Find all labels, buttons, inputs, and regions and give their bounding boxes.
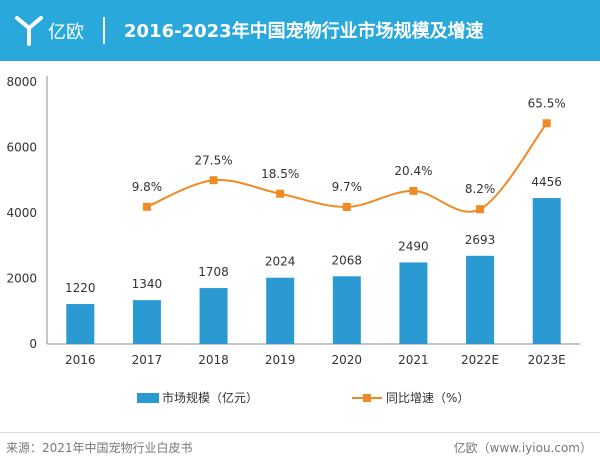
growth-value-label: 65.5%: [528, 96, 566, 110]
credit-note: 亿欧（www.iyiou.com）: [453, 441, 592, 455]
y-tick-label: 4000: [6, 206, 37, 220]
bar: [266, 277, 295, 344]
legend-bar-label: 市场规模（亿元）: [162, 390, 258, 405]
bar: [399, 262, 428, 344]
legend-line-label: 同比增速（%）: [386, 391, 469, 405]
x-tick-label: 2021: [398, 353, 429, 367]
page-title: 2016-2023年中国宠物行业市场规模及增速: [124, 21, 484, 42]
yiou-logo-icon: [15, 16, 43, 46]
x-tick-label: 2020: [332, 353, 363, 367]
bar-value-label: 2490: [398, 239, 429, 253]
bar-series: 1220 1340 1708 2024 2068 2490 2693 4456: [65, 175, 562, 344]
y-tick-label: 2000: [6, 272, 37, 286]
footer-divider: [0, 432, 600, 433]
growth-value-label: 9.7%: [332, 180, 363, 194]
growth-marker: [209, 176, 218, 185]
brand-name: 亿欧: [48, 22, 84, 43]
x-axis: 2016 2017 2018 2019 2020 2021 2022E 2023E: [47, 343, 580, 367]
growth-marker: [409, 186, 418, 195]
y-tick-label: 0: [29, 337, 37, 351]
bar: [466, 255, 495, 344]
y-axis: 0 2000 4000 6000 8000: [6, 75, 48, 351]
growth-marker: [276, 189, 285, 198]
growth-value-label: 27.5%: [195, 153, 233, 167]
legend-line-marker: [363, 394, 371, 402]
growth-marker: [476, 205, 485, 214]
x-tick-label: 2017: [132, 353, 163, 367]
bar: [66, 304, 95, 344]
growth-value-label: 9.8%: [132, 180, 163, 194]
legend: 市场规模（亿元） 同比增速（%）: [137, 390, 469, 405]
x-tick-label: 2019: [265, 353, 296, 367]
growth-marker: [342, 202, 351, 211]
bar: [332, 276, 361, 344]
growth-value-label: 20.4%: [394, 164, 432, 178]
line-series: 9.8% 27.5% 18.5% 9.7% 20.4% 8.2% 65.5%: [132, 96, 566, 214]
bar: [132, 300, 161, 344]
growth-marker: [142, 202, 151, 211]
bar-value-label: 2068: [332, 253, 363, 267]
growth-value-label: 18.5%: [261, 167, 299, 181]
y-tick-label: 6000: [6, 141, 37, 155]
bar-value-label: 4456: [531, 175, 562, 189]
x-tick-label: 2023E: [528, 353, 566, 367]
x-tick-label: 2022E: [461, 353, 499, 367]
header-bar: 亿欧 2016-2023年中国宠物行业市场规模及增速: [0, 0, 600, 61]
bar-value-label: 2024: [265, 255, 296, 269]
header-divider: [103, 17, 105, 44]
y-tick-label: 8000: [6, 75, 37, 89]
x-tick-label: 2016: [65, 353, 96, 367]
bar: [199, 288, 228, 344]
source-note: 来源：2021年中国宠物行业白皮书: [6, 441, 193, 455]
legend-bar-swatch: [137, 393, 159, 403]
bar-value-label: 1220: [65, 281, 96, 295]
growth-marker: [542, 119, 551, 128]
bar: [532, 198, 561, 344]
growth-line: [146, 122, 548, 213]
bar-value-label: 2693: [465, 233, 496, 247]
growth-value-label: 8.2%: [465, 182, 496, 196]
bar-value-label: 1708: [198, 265, 229, 279]
bar-value-label: 1340: [132, 277, 163, 291]
x-tick-label: 2018: [198, 353, 229, 367]
